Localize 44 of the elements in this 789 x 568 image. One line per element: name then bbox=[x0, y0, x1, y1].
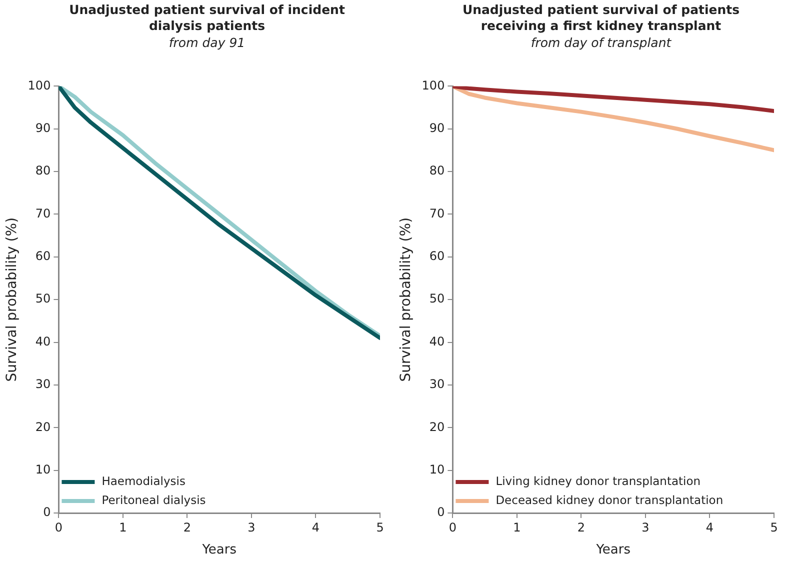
x-axis-title: Years bbox=[201, 542, 237, 558]
y-tick-label: 40 bbox=[35, 334, 51, 348]
y-tick-label: 50 bbox=[35, 292, 51, 306]
y-tick-label: 40 bbox=[429, 334, 445, 348]
legend-label: Haemodialysis bbox=[102, 474, 186, 488]
chart-subtitle: from day of transplant bbox=[530, 34, 672, 51]
y-axis-title: Survival probability (%) bbox=[4, 217, 20, 382]
y-tick-label: 80 bbox=[429, 164, 445, 178]
y-tick-label: 50 bbox=[429, 292, 445, 306]
x-axis-title: Years bbox=[595, 542, 631, 558]
y-tick-label: 100 bbox=[28, 78, 51, 92]
x-tick-label: 2 bbox=[183, 520, 192, 534]
y-tick-label: 60 bbox=[429, 249, 445, 264]
y-tick-label: 70 bbox=[35, 206, 51, 220]
x-tick-label: 1 bbox=[119, 520, 127, 534]
y-tick-label: 20 bbox=[35, 420, 51, 434]
y-tick-label: 0 bbox=[437, 505, 445, 520]
y-tick-label: 30 bbox=[35, 377, 51, 392]
legend-label: Living kidney donor transplantation bbox=[496, 474, 701, 488]
x-tick-label: 4 bbox=[706, 520, 714, 534]
x-tick-label: 3 bbox=[642, 520, 650, 534]
y-tick-label: 80 bbox=[35, 164, 51, 178]
x-tick-label: 5 bbox=[770, 520, 778, 534]
x-tick-label: 5 bbox=[376, 520, 384, 534]
chart-subtitle: from day 91 bbox=[168, 34, 246, 51]
y-tick-label: 30 bbox=[429, 377, 445, 392]
y-tick-label: 60 bbox=[35, 249, 51, 264]
x-tick-label: 0 bbox=[448, 520, 457, 534]
y-tick-label: 0 bbox=[43, 505, 51, 520]
y-tick-label: 20 bbox=[429, 420, 445, 434]
legend-label: Peritoneal dialysis bbox=[102, 492, 206, 507]
y-tick-label: 90 bbox=[35, 121, 51, 136]
y-tick-label: 10 bbox=[35, 462, 51, 476]
y-tick-label: 100 bbox=[422, 78, 445, 92]
x-tick-label: 4 bbox=[312, 520, 320, 534]
x-tick-label: 3 bbox=[248, 520, 256, 534]
y-axis-title: Survival probability (%) bbox=[398, 217, 414, 382]
legend-label: Deceased kidney donor transplantation bbox=[496, 492, 724, 507]
y-tick-label: 10 bbox=[429, 462, 445, 476]
x-tick-label: 1 bbox=[513, 520, 521, 534]
x-tick-label: 0 bbox=[54, 520, 63, 534]
x-tick-label: 2 bbox=[577, 520, 586, 534]
y-tick-label: 70 bbox=[429, 206, 445, 220]
y-tick-label: 90 bbox=[429, 121, 445, 136]
